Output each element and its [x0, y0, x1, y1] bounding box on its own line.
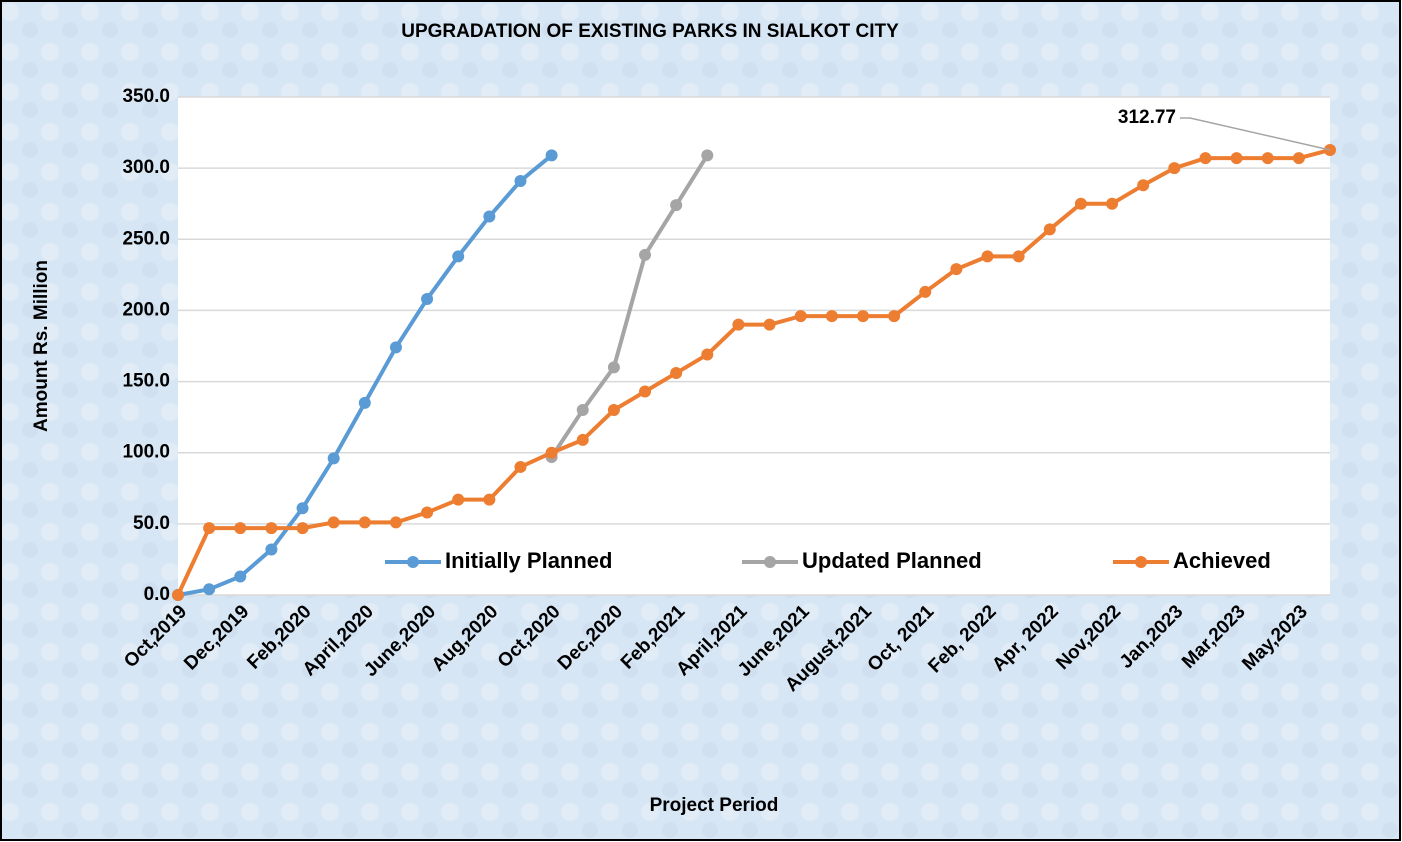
data-point	[763, 318, 776, 331]
data-point	[639, 385, 652, 398]
data-point	[483, 493, 496, 506]
data-point	[452, 493, 465, 506]
x-axis-title: Project Period	[650, 795, 779, 816]
data-point	[514, 174, 527, 187]
data-point	[670, 199, 683, 212]
data-point	[265, 522, 278, 535]
data-point	[203, 583, 216, 596]
legend-marker	[764, 556, 776, 568]
y-tick-label: 50.0	[133, 513, 170, 534]
y-tick-label: 100.0	[122, 442, 170, 463]
data-point	[545, 446, 558, 459]
y-tick-label: 200.0	[122, 299, 170, 320]
data-point	[1292, 152, 1305, 165]
data-point	[1106, 197, 1119, 210]
legend-label: Initially Planned	[445, 548, 612, 573]
data-point	[172, 589, 184, 601]
data-point	[1261, 152, 1274, 165]
data-point	[389, 341, 402, 354]
y-tick-label: 300.0	[122, 157, 170, 178]
data-point	[639, 248, 652, 261]
data-point	[1137, 179, 1150, 192]
data-point	[452, 250, 465, 263]
y-tick-label: 0.0	[144, 584, 170, 605]
data-point	[919, 285, 932, 298]
data-point	[421, 293, 434, 306]
data-point	[607, 404, 620, 417]
data-point	[327, 516, 340, 529]
series-line	[549, 154, 709, 459]
data-point	[327, 452, 340, 465]
y-tick-label: 250.0	[122, 228, 170, 249]
data-point	[981, 250, 994, 263]
data-point	[421, 506, 434, 519]
data-point	[389, 516, 402, 529]
data-point	[794, 310, 807, 323]
data-point	[265, 543, 278, 556]
data-point	[576, 433, 589, 446]
data-point	[1074, 197, 1087, 210]
data-point	[545, 149, 558, 162]
data-point	[1012, 250, 1025, 263]
data-point	[888, 310, 901, 323]
data-point	[234, 522, 247, 535]
leader-line	[1180, 117, 1331, 151]
data-point	[1043, 223, 1056, 236]
data-point	[856, 310, 869, 323]
data-point	[514, 460, 527, 473]
data-point	[576, 404, 589, 417]
data-point	[358, 396, 371, 409]
data-point	[296, 502, 309, 515]
data-point	[483, 210, 496, 223]
data-point	[732, 318, 745, 331]
data-point	[825, 310, 838, 323]
data-point	[950, 263, 963, 276]
y-tick-label: 150.0	[122, 371, 170, 392]
data-point	[1230, 152, 1243, 165]
data-point	[1199, 152, 1212, 165]
legend-marker	[407, 556, 419, 568]
chart-title: UPGRADATION OF EXISTING PARKS IN SIALKOT…	[401, 21, 899, 42]
data-label: 312.77	[1118, 107, 1176, 128]
legend-label: Achieved	[1173, 548, 1271, 573]
data-point	[358, 516, 371, 529]
data-point	[607, 361, 620, 374]
data-point	[234, 570, 247, 583]
y-tick-label: 350.0	[122, 86, 170, 107]
data-point	[670, 367, 683, 380]
plot-area	[178, 97, 1330, 595]
y-axis-title: Amount Rs. Million	[31, 260, 52, 432]
data-point	[701, 348, 714, 361]
legend-label: Updated Planned	[802, 548, 982, 573]
legend-marker	[1135, 556, 1147, 568]
data-point	[296, 522, 309, 535]
data-point	[1168, 162, 1181, 175]
data-point	[203, 522, 216, 535]
data-point	[701, 149, 714, 162]
